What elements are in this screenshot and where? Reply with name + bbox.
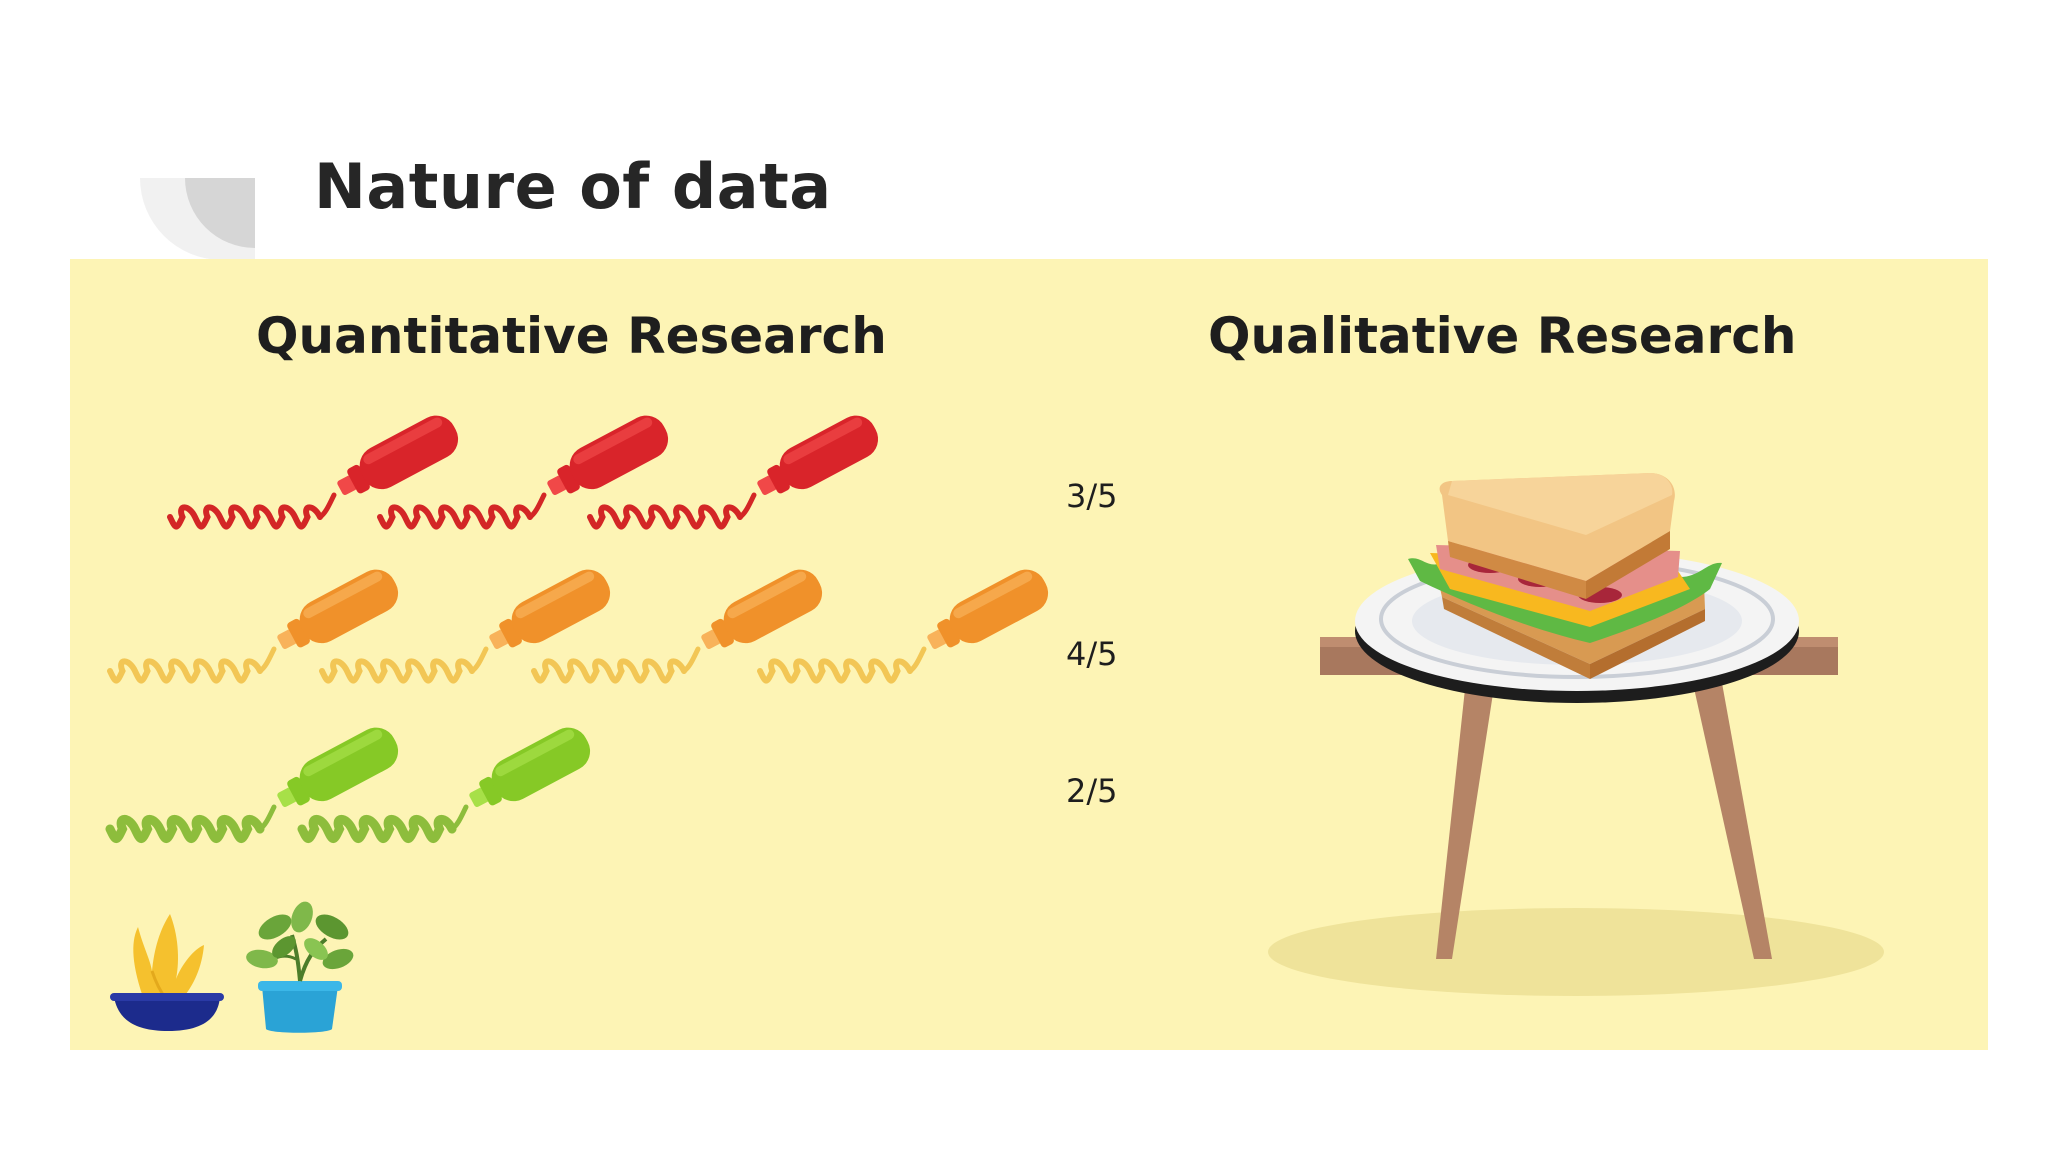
condiment-bottle-1-2 (377, 415, 669, 530)
condiment-bottle-2-4 (757, 569, 1049, 684)
condiment-bottle-2-3 (531, 569, 823, 684)
condiment-row-red (167, 415, 879, 530)
qualitative-heading: Qualitative Research (1208, 307, 1797, 365)
condiment-row-orange (107, 569, 1049, 684)
condiment-row-green (105, 727, 591, 844)
rating-row-1: 3/5 (1066, 477, 1118, 515)
decorative-corner-shape (140, 178, 255, 260)
rating-row-2: 4/5 (1066, 635, 1118, 673)
green-plant-icon (246, 901, 354, 1033)
slide-title: Nature of data (314, 150, 832, 223)
rating-row-3: 2/5 (1066, 772, 1118, 810)
sandwich-on-table-illustration (1268, 473, 1884, 996)
condiment-bottle-2-2 (319, 569, 611, 684)
yellow-plant-icon (110, 914, 224, 1031)
condiment-bottle-1-3 (587, 415, 879, 530)
condiment-bottle-3-1 (105, 727, 399, 844)
illustration-art (105, 415, 1884, 1033)
condiment-bottle-3-2 (297, 727, 591, 844)
illustration-panel: Quantitative Research Qualitative Resear… (70, 259, 1988, 1050)
condiment-bottle-1-1 (167, 415, 459, 530)
condiment-bottle-2-1 (107, 569, 399, 684)
quantitative-heading: Quantitative Research (256, 307, 887, 365)
